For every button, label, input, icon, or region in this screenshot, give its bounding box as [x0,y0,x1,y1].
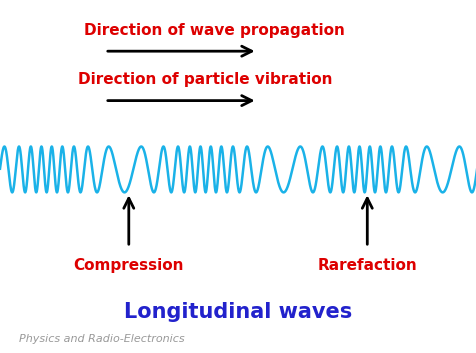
Text: Direction of particle vibration: Direction of particle vibration [78,72,332,87]
Text: Rarefaction: Rarefaction [317,258,416,273]
Text: Compression: Compression [73,258,184,273]
Text: Physics and Radio-Electronics: Physics and Radio-Electronics [19,334,184,344]
Text: Longitudinal waves: Longitudinal waves [124,303,352,322]
Text: Direction of wave propagation: Direction of wave propagation [84,23,344,37]
